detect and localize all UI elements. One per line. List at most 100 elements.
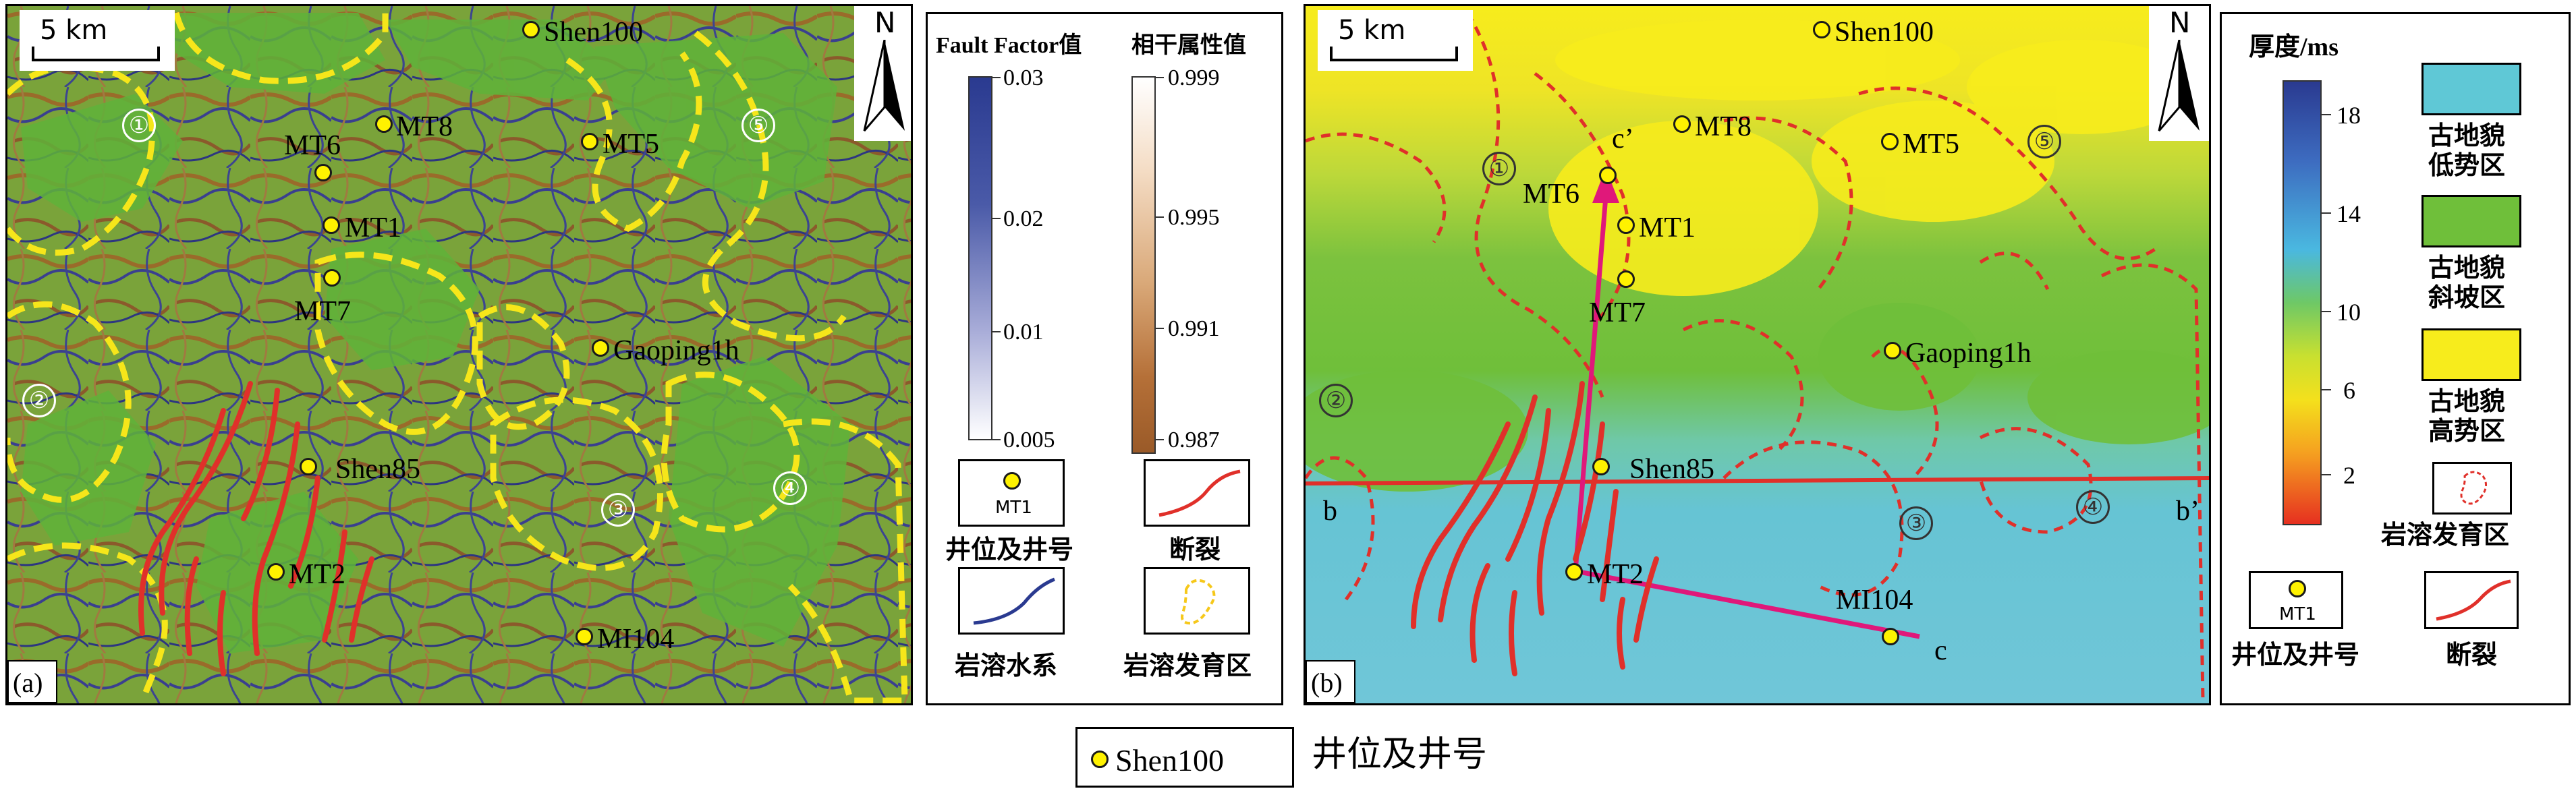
karst-zone-label: 岩溶发育区 xyxy=(2381,521,2510,550)
north-label: N xyxy=(2169,6,2191,39)
well-marker[interactable] xyxy=(267,563,285,581)
well-marker-sample xyxy=(1003,472,1021,490)
region-4-label: ④ xyxy=(2076,490,2110,524)
well-label: Shen100 xyxy=(1835,17,1934,48)
well-label: MT5 xyxy=(603,129,659,160)
panel-b-map: 5 km N ① ② ③ ④ ⑤ b b’ c c’ Shen100 MT8 M… xyxy=(1304,4,2211,705)
panel-a-map: 5 km N ① ② ③ ④ ⑤ Shen100 MT8 MT6 MT5 MT1… xyxy=(5,4,913,705)
region-5-label: ⑤ xyxy=(741,109,775,142)
north-label: N xyxy=(874,6,896,39)
panel-tag: (a) xyxy=(7,660,57,703)
well-marker[interactable] xyxy=(1592,458,1610,475)
scale-bar: 5 km xyxy=(1318,10,1473,71)
well-label: MT1 xyxy=(1639,212,1696,243)
slope-zone-swatch xyxy=(2421,195,2521,247)
well-label: MI104 xyxy=(597,624,675,655)
panel-b-thickness-map xyxy=(1306,6,2209,703)
legend-karst-label: 岩溶发育区 xyxy=(1123,652,1252,680)
well-marker[interactable] xyxy=(300,458,317,475)
well-marker[interactable] xyxy=(1599,167,1617,184)
legend-fault-label: 断裂 xyxy=(2446,641,2498,670)
coh-tick: 0.995 xyxy=(1168,205,1220,230)
fault-lines xyxy=(138,381,374,676)
well-label: MT5 xyxy=(1903,129,1959,160)
well-marker[interactable] xyxy=(576,628,593,645)
thickness-colorbar xyxy=(2283,80,2322,525)
ff-tick: 0.005 xyxy=(1003,428,1055,452)
bottom-legend-well: Shen100 xyxy=(1115,743,1224,777)
section-arrow-head xyxy=(1592,168,1619,203)
low-zone-line2: 低势区 xyxy=(2428,152,2506,180)
well-label: Shen85 xyxy=(1629,454,1714,485)
well-marker[interactable] xyxy=(1813,21,1830,38)
thickness-tick: 14 xyxy=(2336,200,2361,227)
north-arrow: N xyxy=(854,6,911,141)
legend-fault-box xyxy=(1144,459,1250,527)
legend-fault-label: 断裂 xyxy=(1169,536,1221,564)
well-marker[interactable] xyxy=(1881,133,1899,150)
well-label: MT6 xyxy=(1523,179,1579,210)
well-marker[interactable] xyxy=(1617,216,1635,234)
karst-zone-swatch xyxy=(2432,462,2512,515)
slope-zone-line1: 古地貌 xyxy=(2428,254,2506,283)
region-1-label: ① xyxy=(122,109,156,142)
well-marker[interactable] xyxy=(1565,563,1583,581)
section-label-c: c xyxy=(1934,635,1947,666)
high-zone-line2: 高势区 xyxy=(2428,417,2506,446)
well-marker-sample xyxy=(2289,580,2306,597)
well-label: Shen85 xyxy=(335,454,420,485)
slope-zone-line2: 斜坡区 xyxy=(2428,284,2506,312)
bottom-legend-label: 井位及井号 xyxy=(1312,736,1488,774)
thickness-tick: 6 xyxy=(2343,377,2355,404)
fault-lines xyxy=(1411,381,1659,676)
region-3-label: ③ xyxy=(601,493,635,527)
region-2-label: ② xyxy=(22,384,56,417)
well-marker[interactable] xyxy=(1884,342,1901,359)
drainage-sample-icon xyxy=(973,577,1055,625)
legend-well-box: MT1 xyxy=(2249,571,2343,629)
well-marker[interactable] xyxy=(592,339,609,357)
well-label: MI104 xyxy=(1836,585,1913,616)
slope-zones xyxy=(1306,303,2209,492)
north-arrow: N xyxy=(2149,6,2209,141)
legend-well-box: MT1 xyxy=(958,459,1065,527)
well-marker[interactable] xyxy=(1882,628,1899,645)
well-label: Gaoping1h xyxy=(1905,338,2032,369)
thickness-tick: 10 xyxy=(2336,299,2361,326)
thickness-title: 厚度/ms xyxy=(2249,33,2339,61)
ff-tick: 0.01 xyxy=(1003,320,1044,345)
well-label: Shen100 xyxy=(544,17,643,48)
legend-well-label: 井位及井号 xyxy=(945,536,1074,564)
well-marker[interactable] xyxy=(1617,270,1635,288)
panel-b-legend: 厚度/ms 18 14 10 6 2 古地貌 低势区 古地貌 斜坡区 古地貌 高… xyxy=(2220,12,2571,705)
legend-well-label: 井位及井号 xyxy=(2231,641,2360,670)
low-zone-line1: 古地貌 xyxy=(2428,122,2506,150)
high-zone-line1: 古地貌 xyxy=(2428,388,2506,416)
section-line-b xyxy=(1306,476,2209,486)
coherence-title: 相干属性值 xyxy=(1131,33,1246,58)
ff-tick: 0.02 xyxy=(1003,206,1044,231)
legend-fault-box xyxy=(2424,571,2519,629)
scale-bar: 5 km xyxy=(20,10,175,71)
scale-label: 5 km xyxy=(40,15,108,46)
panel-a-legend: Fault Factor值 相干属性值 0.03 0.02 0.01 0.005… xyxy=(926,12,1283,705)
green-patches xyxy=(21,13,851,653)
well-marker-sample xyxy=(1091,751,1109,768)
well-marker[interactable] xyxy=(314,164,332,181)
well-marker[interactable] xyxy=(323,269,341,287)
fault-sample-icon xyxy=(1158,469,1241,517)
karst-sample-icon xyxy=(2460,471,2487,505)
well-marker[interactable] xyxy=(581,133,598,150)
low-zone-swatch xyxy=(2421,63,2521,115)
well-marker[interactable] xyxy=(1673,115,1691,133)
legend-karst-box xyxy=(1144,567,1250,635)
region-3-label: ③ xyxy=(1899,506,1933,540)
well-marker[interactable] xyxy=(375,115,393,133)
section-label-b: b xyxy=(1323,496,1337,527)
well-marker[interactable] xyxy=(323,216,340,234)
well-marker[interactable] xyxy=(522,21,540,38)
well-label: Gaoping1h xyxy=(613,335,739,366)
fault-factor-title: Fault Factor值 xyxy=(936,33,1082,58)
thickness-tick: 18 xyxy=(2336,102,2361,129)
section-label-c-prime: c’ xyxy=(1612,123,1634,154)
